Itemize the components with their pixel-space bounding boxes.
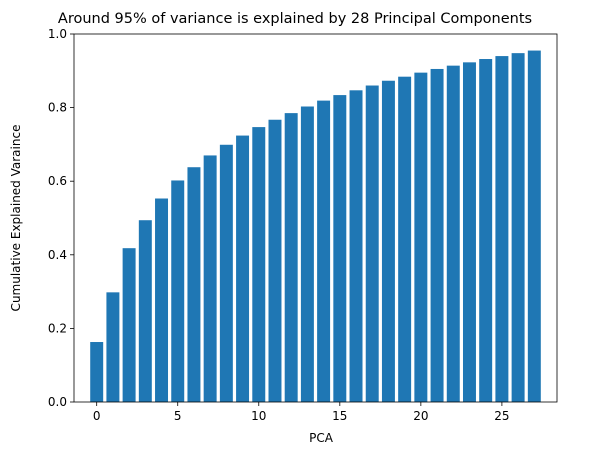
bar-pc-13 (300, 106, 314, 402)
bar-pc-21 (430, 68, 444, 403)
bar-pc-22 (446, 65, 460, 403)
y-tick-label: 0.6 (48, 174, 67, 188)
bar-pc-17 (365, 85, 379, 403)
bar-pc-8 (219, 144, 233, 402)
x-axis-ticks: 0 5 10 15 20 25 (93, 402, 510, 423)
chart-title: Around 95% of variance is explained by 2… (58, 11, 532, 27)
bar-pc-6 (187, 167, 201, 402)
bar-pc-7 (203, 155, 217, 402)
plot-frame (73, 33, 558, 403)
x-tick-label: 20 (413, 409, 428, 423)
y-tick-label: 0.4 (48, 248, 67, 262)
bar-pc-12 (284, 113, 298, 403)
bar-pc-1 (106, 292, 120, 402)
bar-pc-15 (333, 95, 347, 402)
bar-pc-5 (171, 180, 185, 402)
y-tick-label: 0.0 (48, 395, 67, 409)
bar-pc-9 (236, 135, 250, 402)
bar-pc-10 (252, 127, 266, 402)
bar-pc-23 (462, 62, 476, 403)
bar-pc-25 (495, 56, 509, 402)
x-tick-label: 0 (93, 409, 101, 423)
x-tick-label: 10 (251, 409, 266, 423)
bar-pc-27 (527, 50, 541, 403)
x-tick-label: 15 (332, 409, 347, 423)
bar-pc-18 (381, 80, 395, 403)
bar-pc-14 (317, 100, 331, 403)
y-axis-ticks: 0.0 0.2 0.4 0.6 0.8 1.0 (48, 27, 74, 409)
bar-pc-24 (479, 59, 493, 403)
bar-pc-2 (122, 248, 136, 402)
y-tick-label: 1.0 (48, 27, 67, 41)
y-tick-label: 0.2 (48, 321, 67, 335)
bar-pc-26 (511, 53, 525, 402)
bar-pc-16 (349, 90, 363, 403)
x-axis-label: PCA (309, 431, 334, 445)
bar-pc-0 (90, 342, 104, 402)
bar-pc-4 (155, 198, 169, 402)
y-tick-label: 0.8 (48, 101, 67, 115)
y-axis-label: Cumulative Explained Varaince (9, 125, 23, 312)
x-tick-label: 5 (174, 409, 182, 423)
bars-group (90, 50, 541, 403)
bar-pc-19 (398, 76, 412, 402)
bar-pc-3 (138, 220, 152, 402)
x-tick-label: 25 (494, 409, 509, 423)
bar-pc-20 (414, 72, 428, 402)
bar-pc-11 (268, 119, 282, 403)
